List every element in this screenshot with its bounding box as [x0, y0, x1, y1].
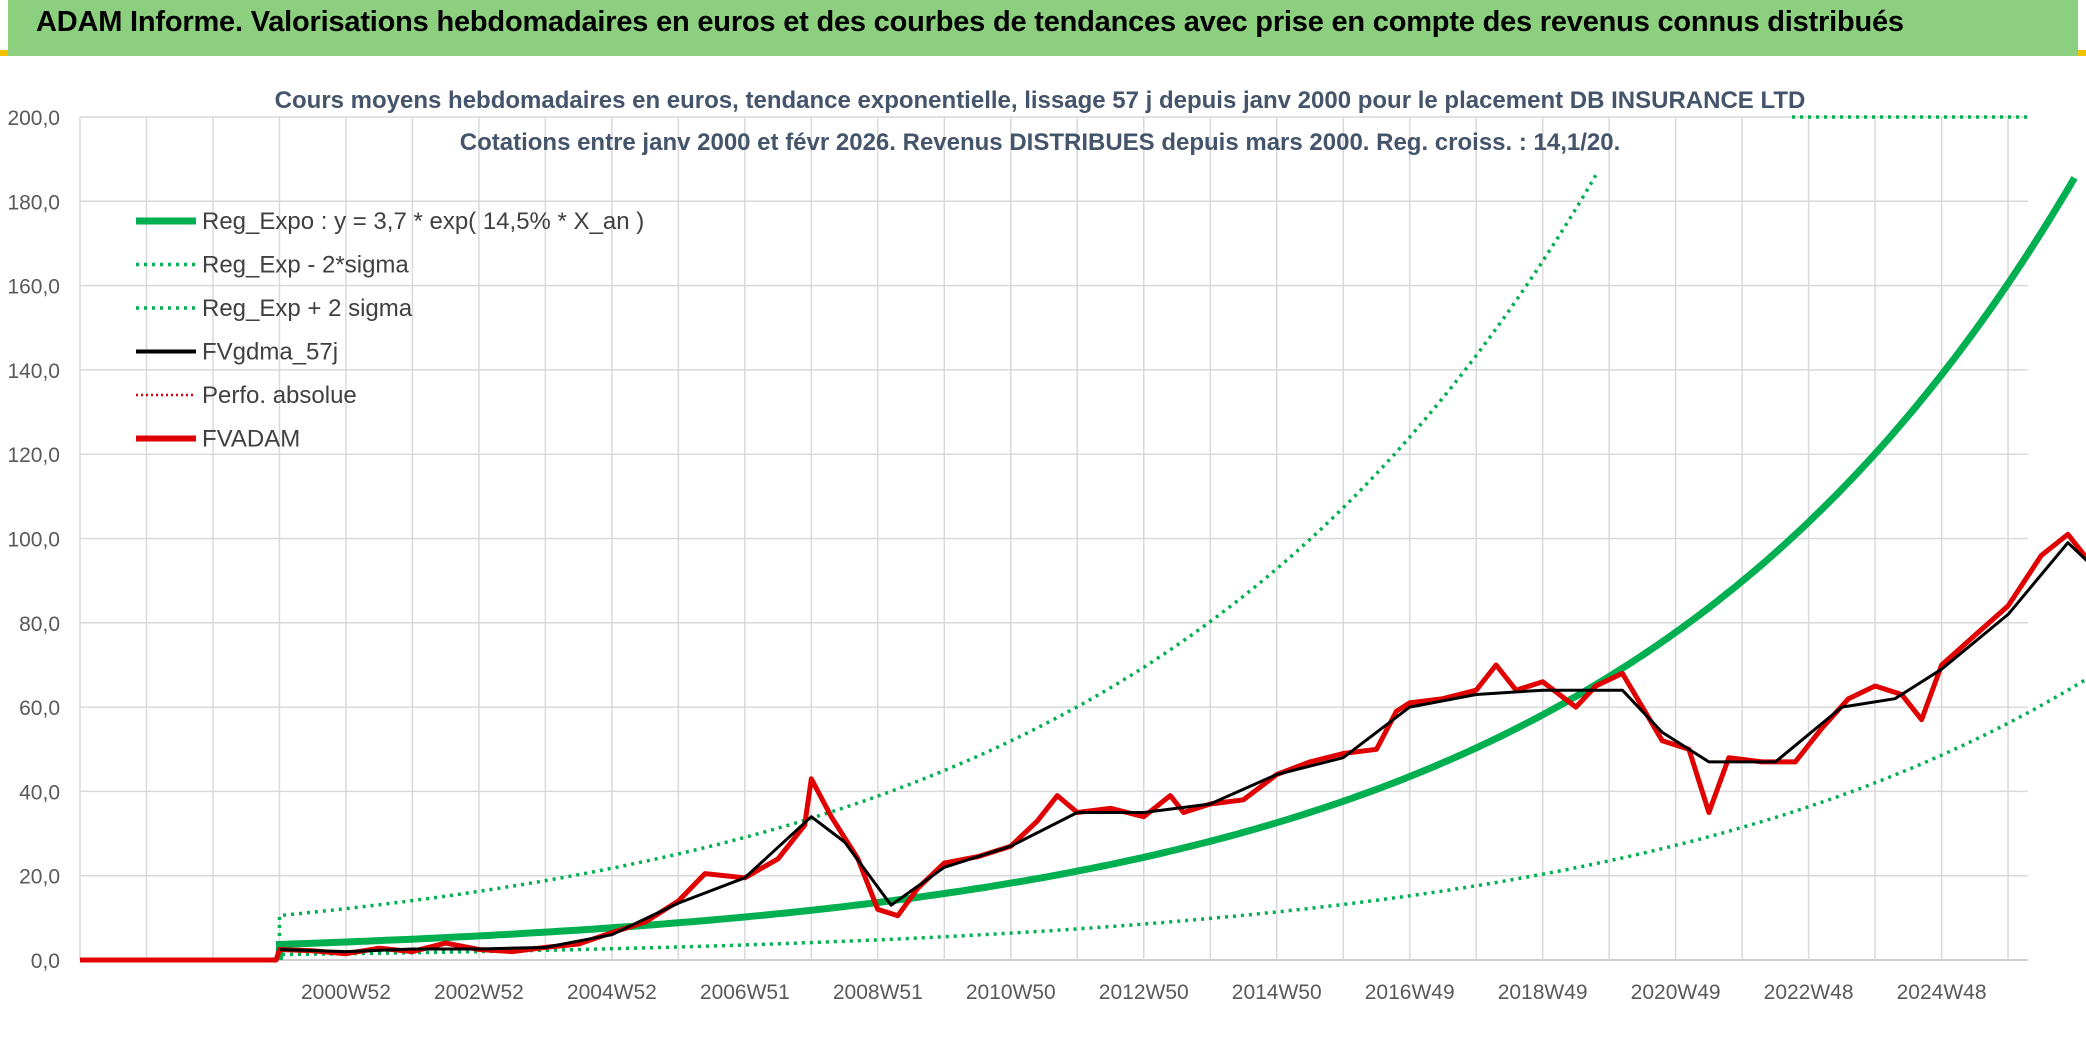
- x-tick-label: 2018W49: [1498, 981, 1588, 1004]
- x-tick-label: 2020W49: [1631, 981, 1721, 1004]
- y-tick-label: 200,0: [7, 107, 60, 130]
- title-layer: Cours moyens hebdomadaires en euros, ten…: [275, 87, 1806, 156]
- reg-minus-2sigma-line: [277, 677, 2086, 961]
- y-tick-label: 20,0: [19, 866, 60, 889]
- grid-layer: [79, 116, 2028, 961]
- banner-title: ADAM Informe. Valorisations hebdomadaire…: [36, 6, 1904, 38]
- legend: Reg_Expo : y = 3,7 * exp( 14,5% * X_an )…: [136, 208, 644, 453]
- y-tick-label: 180,0: [7, 191, 60, 214]
- legend-label-reg_expo: Reg_Expo : y = 3,7 * exp( 14,5% * X_an ): [202, 208, 644, 235]
- y-tick-label: 80,0: [19, 613, 60, 636]
- legend-label-fvgdma: FVgdma_57j: [202, 339, 338, 366]
- x-tick-label: 2016W49: [1365, 981, 1455, 1004]
- x-tick-label: 2014W50: [1232, 981, 1322, 1004]
- x-tick-label: 2002W52: [434, 981, 524, 1004]
- banner: ADAM Informe. Valorisations hebdomadaire…: [8, 0, 2078, 56]
- y-tick-label: 100,0: [7, 529, 60, 552]
- y-tick-label: 40,0: [19, 781, 60, 804]
- legend-label-reg_minus: Reg_Exp - 2*sigma: [202, 252, 409, 279]
- y-tick-label: 160,0: [7, 276, 60, 299]
- reg-plus-2sigma-line: [277, 174, 1598, 961]
- reg-expo-line: [275, 176, 2078, 961]
- x-tick-label: 2022W48: [1764, 981, 1854, 1004]
- y-tick-label: 0,0: [31, 950, 60, 973]
- x-tick-label: 2010W50: [966, 981, 1056, 1004]
- x-tick-label: 2004W52: [567, 981, 657, 1004]
- legend-label-reg_plus: Reg_Exp + 2 sigma: [202, 295, 413, 322]
- legend-label-perfo: Perfo. absolue: [202, 382, 357, 409]
- fvgdma-line: [279, 541, 2086, 954]
- axis-layer: 0,0 20,0 40,0 60,0 80,0 100,0 120,0 140,0 160,0 1…: [7, 107, 1986, 1004]
- series-layer: [80, 115, 2086, 963]
- x-tick-label: 2000W52: [301, 981, 391, 1004]
- corner-mark: [0, 50, 14, 56]
- chart-title: Cours moyens hebdomadaires en euros, ten…: [275, 87, 1806, 114]
- y-tick-label: 120,0: [7, 444, 60, 467]
- x-tick-label: 2012W50: [1099, 981, 1189, 1004]
- chart-subtitle: Cotations entre janv 2000 et févr 2026. …: [460, 129, 1621, 156]
- legend-label-fvadam: FVADAM: [202, 426, 300, 453]
- x-tick-label: 2024W48: [1897, 981, 1987, 1004]
- y-tick-label: 140,0: [7, 360, 60, 383]
- y-tick-label: 60,0: [19, 697, 60, 720]
- x-tick-label: 2006W51: [700, 981, 790, 1004]
- x-tick-label: 2008W51: [833, 981, 923, 1004]
- corner-mark: [2072, 50, 2086, 56]
